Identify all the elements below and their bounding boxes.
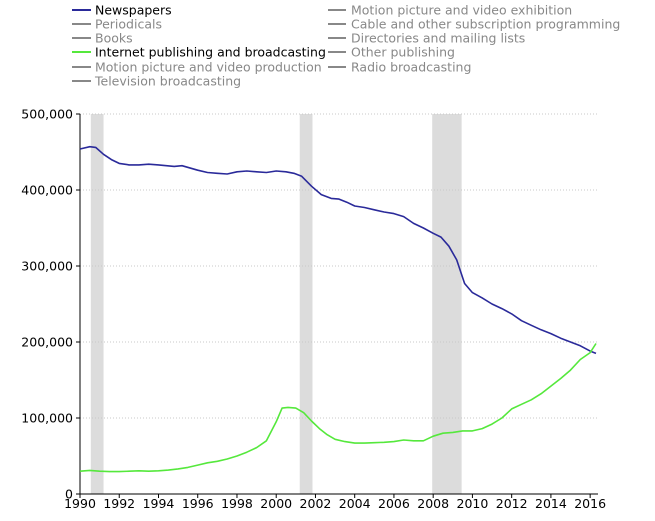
x-tick-label-1: 1992 [103, 496, 135, 511]
y-tick-label-0: 0 [65, 487, 73, 502]
legend-label-periodicals: Periodicals [95, 17, 162, 32]
legend-item-cable-subscription[interactable]: Cable and other subscription programming [328, 17, 620, 32]
legend-label-radio-broadcasting: Radio broadcasting [351, 60, 471, 75]
legend-item-radio-broadcasting[interactable]: Radio broadcasting [328, 60, 471, 75]
legend-item-motion-picture-production[interactable]: Motion picture and video production [72, 60, 322, 75]
y-tick-label-3: 300,000 [21, 259, 73, 274]
legend-label-directories: Directories and mailing lists [351, 31, 525, 46]
x-tick-label-10: 2010 [457, 496, 489, 511]
x-tick-label-2: 1994 [143, 496, 175, 511]
y-tick-label-4: 400,000 [21, 183, 73, 198]
recession-band-3 [432, 114, 462, 494]
x-tick-label-5: 2000 [260, 496, 292, 511]
legend-label-motion-picture-production: Motion picture and video production [95, 60, 322, 75]
x-tick-label-0: 1990 [64, 496, 96, 511]
legend-label-cable-subscription: Cable and other subscription programming [351, 17, 620, 32]
legend-item-books[interactable]: Books [72, 31, 133, 46]
legend-item-motion-picture-exhibition[interactable]: Motion picture and video exhibition [328, 3, 572, 18]
legend-item-internet-publishing[interactable]: Internet publishing and broadcasting [72, 45, 326, 60]
y-tick-label-2: 200,000 [21, 335, 73, 350]
x-tick-label-12: 2014 [535, 496, 567, 511]
x-tick-label-7: 2004 [339, 496, 371, 511]
legend-item-directories[interactable]: Directories and mailing lists [328, 31, 525, 46]
legend-item-newspapers[interactable]: Newspapers [72, 3, 172, 18]
legend-label-other-publishing: Other publishing [351, 45, 455, 60]
legend-label-books: Books [95, 31, 133, 46]
legend: Newspapers Periodicals Books Internet pu… [72, 3, 620, 89]
x-tick-label-13: 2016 [574, 496, 606, 511]
plot-area: 0 100,000 200,000 300,000 400,000 500,000 1990… [21, 107, 606, 512]
x-tick-label-9: 2008 [417, 496, 449, 511]
legend-item-periodicals[interactable]: Periodicals [72, 17, 162, 32]
legend-label-newspapers: Newspapers [95, 3, 172, 18]
y-tick-label-5: 500,000 [21, 107, 73, 122]
legend-label-television-broadcasting: Television broadcasting [94, 74, 241, 89]
legend-label-internet-publishing: Internet publishing and broadcasting [95, 45, 326, 60]
recession-band-1 [90, 114, 104, 494]
series-line-newspapers [79, 145, 597, 355]
x-tick-label-3: 1996 [182, 496, 214, 511]
series-line-internet-publishing-and-broadcasting [79, 343, 597, 473]
x-tick-label-4: 1998 [221, 496, 253, 511]
x-tick-label-8: 2006 [378, 496, 410, 511]
x-tick-label-11: 2012 [496, 496, 528, 511]
x-tick-label-6: 2002 [300, 496, 332, 511]
recession-band-2 [299, 114, 313, 494]
legend-item-other-publishing[interactable]: Other publishing [328, 45, 455, 60]
y-tick-label-1: 100,000 [21, 411, 73, 426]
legend-item-television-broadcasting[interactable]: Television broadcasting [72, 74, 241, 89]
legend-label-motion-picture-exhibition: Motion picture and video exhibition [351, 3, 572, 18]
